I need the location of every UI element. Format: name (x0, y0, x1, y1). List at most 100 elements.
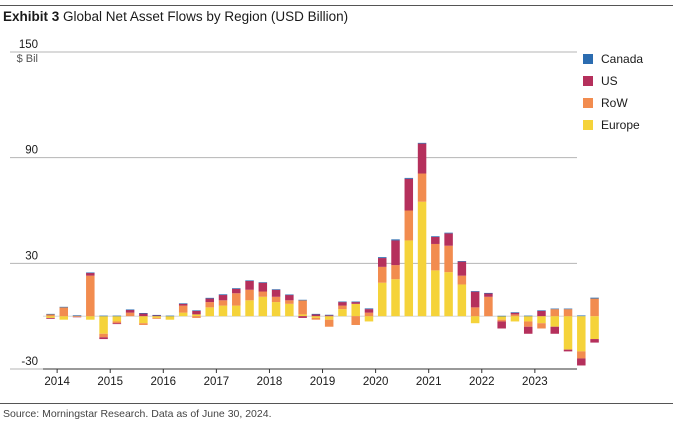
x-tick-label: 2018 (257, 376, 283, 388)
bar-canada-2016Q3 (178, 303, 188, 304)
bar-europe-2019Q1 (311, 316, 321, 318)
bar-row-2019Q4 (351, 316, 360, 325)
bar-row-2024Q2 (590, 298, 599, 317)
bar-europe-2019Q4 (351, 303, 360, 317)
bar-row-2021Q2 (431, 243, 440, 271)
bar-us-2020Q3 (391, 240, 400, 266)
bar-row-2017Q3 (232, 293, 241, 306)
bar-us-2019Q4 (351, 302, 360, 304)
x-axis: 2014 2015 2016 2017 2018 2019 2020 2021 2022 2023 (43, 368, 577, 388)
bar-canada-2018Q1 (258, 282, 268, 283)
bar-row-2023Q4 (563, 309, 573, 317)
y-axis-labels: 150 $ Bil 90 30 -30 (17, 39, 38, 368)
bar-europe-2016Q2 (165, 316, 175, 320)
bar-us-2021Q4 (457, 261, 467, 276)
bar-europe-2015Q1 (99, 316, 108, 334)
bar-row-2018Q3 (285, 300, 294, 304)
bar-row-2022Q2 (484, 296, 493, 317)
bar-canada-2018Q4 (298, 299, 307, 301)
bar-canada-2017Q2 (218, 294, 228, 296)
bar-canada-2020Q1 (364, 308, 374, 310)
x-tick-label: 2021 (416, 376, 442, 388)
y-axis-unit: $ Bil (17, 53, 38, 65)
bar-us-2014Q1 (46, 317, 55, 319)
bar-us-2022Q1 (470, 291, 480, 308)
bar-europe-2021Q4 (457, 284, 467, 317)
bar-canada-2020Q3 (391, 239, 400, 241)
bar-canada-2020Q4 (404, 177, 414, 179)
bar-canada-2017Q3 (232, 288, 241, 289)
bar-us-2016Q1 (152, 315, 161, 317)
bar-us-2015Q2 (112, 323, 122, 325)
bar-europe-2017Q3 (232, 305, 241, 317)
bar-row-2014Q2 (59, 307, 69, 317)
bar-us-2022Q2 (484, 293, 493, 297)
bar-row-2024Q1 (577, 351, 586, 359)
bar-canada-2019Q2 (324, 314, 334, 316)
bar-europe-2019Q3 (338, 309, 347, 317)
bar-canada-2016Q4 (192, 310, 201, 311)
legend-label: US (601, 74, 618, 88)
bar-us-2022Q4 (510, 312, 520, 315)
bar-us-2016Q4 (192, 310, 201, 315)
bar-europe-2021Q1 (417, 201, 427, 317)
y-tick-label: 30 (25, 250, 38, 262)
bar-europe-2023Q1 (523, 316, 533, 322)
legend-swatch (583, 76, 593, 86)
bar-europe-2022Q1 (470, 316, 480, 324)
bar-europe-2020Q2 (378, 282, 387, 317)
bar-row-2020Q3 (391, 265, 400, 280)
legend-item-us: US (583, 70, 643, 92)
bar-europe-2022Q4 (510, 316, 520, 322)
bar-us-2018Q1 (258, 282, 268, 292)
title-text: Global Net Asset Flows by Region (USD Bi… (63, 9, 349, 24)
gridlines (10, 51, 577, 370)
bar-europe-2018Q1 (258, 296, 268, 317)
bar-europe-2021Q2 (431, 270, 440, 317)
legend-swatch (583, 98, 593, 108)
bar-canada-2017Q4 (245, 280, 254, 282)
bar-row-2021Q1 (417, 173, 427, 202)
bar-us-2020Q2 (378, 258, 387, 267)
bar-row-2014Q3 (72, 315, 82, 317)
bar-row-2017Q2 (218, 300, 228, 306)
bar-us-2024Q2 (590, 339, 599, 343)
bar-us-2017Q1 (205, 298, 214, 303)
bar-canada-2023Q2 (537, 310, 546, 311)
bar-europe-2014Q4 (86, 316, 95, 320)
bar-us-2020Q4 (404, 178, 414, 211)
bar-canada-2023Q1 (523, 315, 533, 317)
bar-europe-2024Q2 (590, 316, 599, 340)
bar-canada-2018Q3 (285, 294, 294, 296)
bar-europe-2014Q1 (46, 316, 55, 318)
legend: Canada US RoW Europe (583, 48, 643, 136)
x-tick-label: 2022 (469, 376, 495, 388)
bar-us-2021Q2 (431, 236, 440, 244)
bar-canada-2016Q2 (165, 315, 175, 317)
bar-canada-2021Q4 (457, 261, 467, 262)
bar-canada-2022Q4 (510, 312, 520, 313)
bar-europe-2014Q3 (72, 316, 82, 317)
bar-row-2015Q3 (125, 312, 135, 317)
bar-canada-2024Q1 (577, 315, 586, 317)
bar-europe-2016Q3 (178, 312, 188, 317)
bar-canada-2021Q3 (444, 232, 453, 234)
bar-canada-2015Q2 (112, 315, 122, 317)
bar-us-2023Q2 (537, 310, 546, 317)
bar-europe-2020Q3 (391, 279, 400, 317)
bar-us-2014Q4 (86, 273, 95, 276)
x-tick-label: 2017 (204, 376, 230, 388)
bar-row-2015Q2 (112, 321, 122, 324)
bar-europe-2021Q3 (444, 272, 453, 317)
bar-row-2023Q1 (523, 321, 533, 327)
legend-item-canada: Canada (583, 48, 643, 70)
bar-us-2024Q1 (577, 358, 586, 366)
top-rule (0, 5, 673, 6)
bar-us-2018Q4 (298, 316, 307, 318)
bar-us-2019Q2 (324, 315, 334, 317)
bar-row-2022Q4 (510, 314, 520, 317)
bar-row-2017Q4 (245, 289, 254, 301)
bar-canada-2014Q1 (46, 313, 55, 315)
bar-us-2020Q1 (364, 309, 374, 313)
